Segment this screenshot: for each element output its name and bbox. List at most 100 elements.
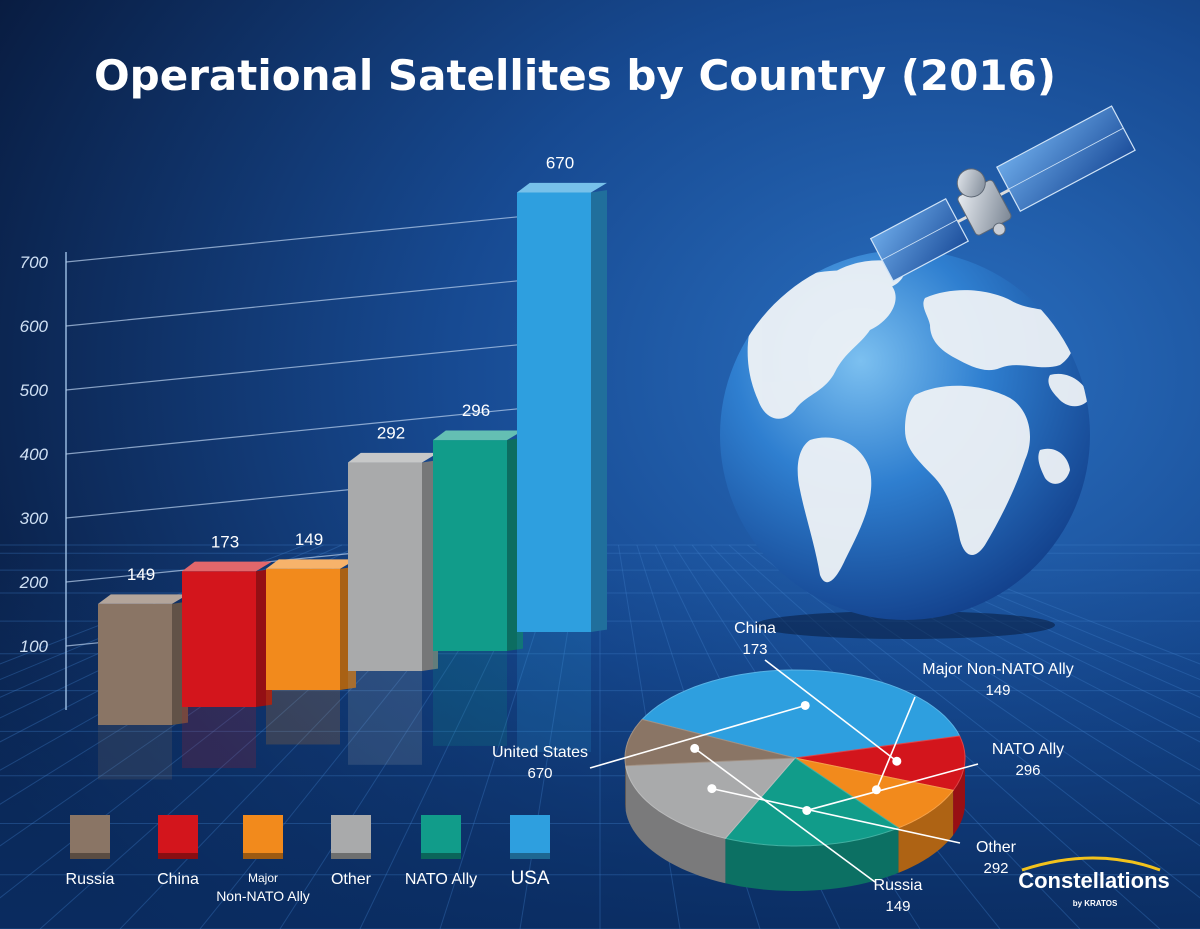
- legend-swatch: [158, 815, 198, 853]
- legend-swatch: [421, 815, 461, 853]
- bar-china: 173: [182, 532, 272, 769]
- gridline: [65, 400, 601, 455]
- bar-value-label: 149: [295, 530, 323, 549]
- legend-swatch: [331, 815, 371, 853]
- bar-top: [182, 561, 272, 572]
- pie-leader-dot: [690, 743, 700, 753]
- y-tick-label: 500: [20, 381, 49, 400]
- legend-item: Russia: [66, 815, 115, 888]
- pie-label-name: China: [734, 620, 776, 637]
- y-tick-label: 300: [20, 509, 49, 528]
- bar-top: [433, 430, 523, 441]
- pie-slice-united-states: [641, 669, 961, 759]
- pie-label-name: Major Non-NATO Ally: [922, 661, 1073, 678]
- legend-label: Other: [331, 871, 372, 888]
- legend-item: USA: [510, 815, 550, 889]
- pie-label-value: 670: [527, 765, 552, 782]
- legend-label: China: [157, 871, 199, 888]
- bar-chart-axes: 100 200 300 400 500 600 700: [19, 208, 601, 710]
- legend: Russia China Major Non-NATO Ally Other NATO A…: [66, 815, 550, 904]
- legend-swatch: [243, 815, 283, 853]
- bar-reflection: [266, 690, 340, 745]
- bar-front: [182, 571, 256, 707]
- floor-line: [876, 544, 1200, 681]
- pie-label-value: 292: [983, 860, 1008, 877]
- pie-slice-side: [625, 758, 626, 811]
- gridline: [65, 272, 601, 327]
- floor-line: [839, 544, 1200, 719]
- legend-swatch: [70, 815, 110, 853]
- pie-leader-line: [764, 659, 898, 762]
- legend-swatch-shadow: [510, 853, 550, 859]
- pie-leader-line: [589, 704, 806, 769]
- globe-illustration: [720, 105, 1136, 639]
- y-tick-label: 700: [20, 253, 49, 272]
- gridline: [65, 208, 601, 263]
- bar-value-label: 292: [377, 424, 405, 443]
- bar-front: [266, 568, 340, 690]
- pie-label-value: 149: [885, 898, 910, 915]
- legend-label: Non-NATO Ally: [216, 888, 310, 904]
- logo-text: Constellations: [1018, 868, 1170, 893]
- bar-front: [433, 440, 507, 651]
- bar-value-label: 670: [546, 153, 574, 172]
- legend-swatch-shadow: [243, 853, 283, 859]
- bar-other: 292: [348, 424, 438, 765]
- pie-leader-dot: [707, 784, 717, 794]
- bar-russia: 149: [98, 565, 188, 780]
- pie-slice-other: [625, 757, 797, 839]
- pie-slice-nato-ally: [724, 757, 900, 847]
- bar-reflection: [182, 707, 256, 769]
- bar-reflection: [348, 671, 422, 765]
- constellations-logo: Constellations by KRATOS: [1018, 856, 1170, 908]
- pie-label-name: United States: [492, 744, 588, 761]
- pie-slice-side: [625, 765, 726, 884]
- bar-top: [348, 452, 438, 463]
- pie-leader-dot: [800, 700, 810, 710]
- pie-slice-china: [794, 735, 966, 791]
- legend-swatch-shadow: [331, 853, 371, 859]
- y-tick-label: 600: [20, 317, 49, 336]
- bar-reflection: [433, 651, 507, 746]
- floor-line: [747, 544, 1200, 899]
- pie-slice-side: [725, 827, 899, 891]
- pie-label-value: 296: [1015, 762, 1040, 779]
- bar-top: [517, 182, 607, 193]
- pie-chart: United States 670 China 173 Major Non-NATO A…: [492, 620, 1074, 915]
- pie-label: Russia 149: [690, 743, 923, 915]
- pie-label-value: 149: [985, 682, 1010, 699]
- pie-leader-line: [806, 763, 979, 812]
- logo-subtext: by KRATOS: [1073, 899, 1118, 908]
- bar-value-label: 149: [127, 565, 155, 584]
- legend-swatch-shadow: [158, 853, 198, 859]
- bar-front: [517, 192, 591, 632]
- pie-slice-side: [898, 790, 954, 873]
- pie-leader-line: [711, 787, 961, 844]
- bar-top: [266, 559, 356, 569]
- pie-label: Other 292: [707, 784, 1017, 877]
- pie-label-name: Russia: [874, 877, 923, 894]
- bar-side: [591, 190, 607, 632]
- legend-label: Major: [248, 871, 278, 885]
- y-tick-label: 400: [20, 445, 49, 464]
- legend-item: China: [157, 815, 199, 888]
- legend-swatch-shadow: [421, 853, 461, 859]
- legend-swatch-shadow: [70, 853, 110, 859]
- bar-reflection: [98, 725, 172, 780]
- y-tick-label: 200: [19, 573, 49, 592]
- gridline: [65, 336, 601, 391]
- bar-front: [98, 603, 172, 725]
- floor-line: [894, 544, 1200, 665]
- bar-chart: 149 173 149 292 296 670: [98, 153, 607, 780]
- pie-label: China 173: [734, 620, 902, 766]
- pie-leader-dot: [892, 756, 902, 766]
- pie-label-value: 173: [742, 641, 767, 658]
- pie-label: United States 670: [492, 700, 810, 782]
- legend-item: Other: [331, 815, 372, 888]
- legend-label: USA: [510, 868, 549, 889]
- legend-item: Major Non-NATO Ally: [216, 815, 310, 904]
- pie-leader-line: [875, 696, 916, 791]
- legend-label: NATO Ally: [405, 871, 477, 888]
